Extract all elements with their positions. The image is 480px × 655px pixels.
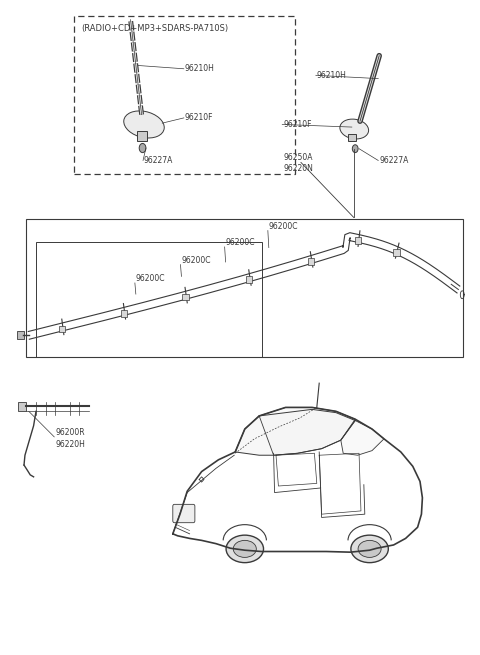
Text: 96200C: 96200C xyxy=(269,221,298,231)
Text: 96200R: 96200R xyxy=(55,428,85,437)
Bar xyxy=(355,237,361,244)
Bar xyxy=(26,219,463,357)
Bar xyxy=(182,294,189,301)
Ellipse shape xyxy=(351,535,388,563)
Bar xyxy=(308,258,314,265)
Text: 96210H: 96210H xyxy=(317,71,347,80)
FancyBboxPatch shape xyxy=(173,504,195,523)
Ellipse shape xyxy=(226,535,264,563)
Text: 96220N: 96220N xyxy=(283,164,313,174)
Bar xyxy=(246,276,252,283)
Polygon shape xyxy=(235,409,355,455)
Text: 96200C: 96200C xyxy=(136,274,165,283)
Text: 96220H: 96220H xyxy=(55,440,85,449)
Polygon shape xyxy=(341,421,384,455)
Bar xyxy=(18,402,26,411)
Circle shape xyxy=(139,143,146,153)
Polygon shape xyxy=(259,407,355,455)
Bar xyxy=(394,250,400,256)
Text: 96227A: 96227A xyxy=(144,156,173,165)
Bar xyxy=(348,134,356,141)
Circle shape xyxy=(352,145,358,153)
Ellipse shape xyxy=(124,111,164,138)
Text: 96210F: 96210F xyxy=(283,120,312,129)
Ellipse shape xyxy=(358,540,381,557)
Text: 96227A: 96227A xyxy=(379,156,408,165)
Ellipse shape xyxy=(340,119,369,139)
Bar xyxy=(74,16,295,174)
Text: 96200C: 96200C xyxy=(181,255,211,265)
Bar xyxy=(59,326,65,332)
Ellipse shape xyxy=(233,540,256,557)
Text: 96250A: 96250A xyxy=(283,153,312,162)
Text: 96210H: 96210H xyxy=(185,64,215,73)
Bar xyxy=(120,310,127,316)
Bar xyxy=(17,331,24,339)
Text: (RADIO+CD+MP3+SDARS-PA710S): (RADIO+CD+MP3+SDARS-PA710S) xyxy=(82,24,229,33)
Text: 96200C: 96200C xyxy=(226,238,255,247)
Bar xyxy=(137,131,147,141)
Bar xyxy=(36,242,262,357)
Text: 96210F: 96210F xyxy=(185,113,213,122)
